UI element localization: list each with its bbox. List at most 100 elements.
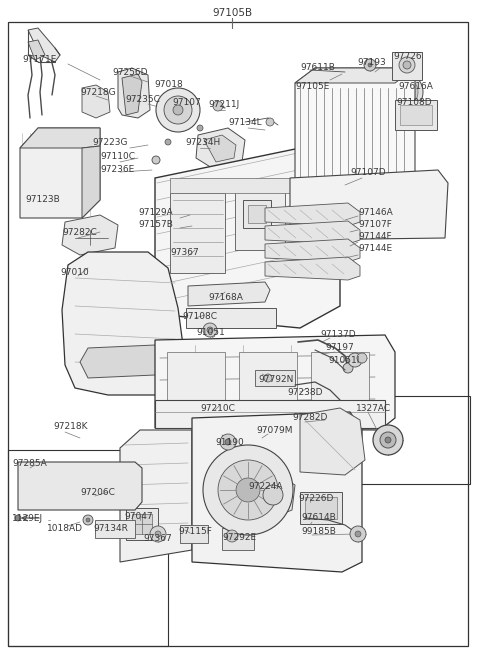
- Ellipse shape: [64, 480, 86, 495]
- Text: 97144F: 97144F: [358, 232, 392, 241]
- Text: 97123B: 97123B: [25, 195, 60, 204]
- Polygon shape: [290, 170, 448, 240]
- Circle shape: [207, 327, 213, 333]
- Polygon shape: [252, 475, 295, 518]
- Text: 97792N: 97792N: [258, 375, 293, 384]
- Bar: [305, 497, 337, 519]
- Text: 97134L: 97134L: [228, 118, 262, 127]
- Text: 97010: 97010: [60, 268, 89, 277]
- Text: 97282C: 97282C: [62, 228, 97, 237]
- Bar: [300, 492, 342, 524]
- Ellipse shape: [58, 476, 93, 501]
- Bar: [344, 396, 470, 484]
- Text: 97105B: 97105B: [212, 8, 252, 18]
- Polygon shape: [28, 40, 45, 60]
- Text: 97107D: 97107D: [350, 168, 385, 177]
- Bar: [400, 105, 432, 125]
- Bar: [155, 400, 385, 428]
- Bar: [243, 200, 271, 228]
- Text: 97110C: 97110C: [100, 152, 135, 161]
- Bar: [186, 308, 276, 328]
- Text: 97137D: 97137D: [320, 330, 356, 339]
- Circle shape: [380, 432, 396, 448]
- Bar: [395, 100, 437, 130]
- Circle shape: [86, 518, 90, 522]
- Circle shape: [152, 156, 160, 164]
- Polygon shape: [155, 148, 340, 328]
- Polygon shape: [300, 408, 365, 475]
- Bar: [248, 205, 266, 223]
- Text: 97107F: 97107F: [358, 220, 392, 229]
- Polygon shape: [120, 430, 192, 562]
- Text: 97238D: 97238D: [287, 388, 323, 397]
- Text: 1327AC: 1327AC: [356, 404, 391, 413]
- Circle shape: [403, 61, 411, 69]
- Text: 97218K: 97218K: [53, 422, 87, 431]
- Bar: [239, 352, 297, 414]
- Text: 91051Ⅰ: 91051Ⅰ: [328, 356, 360, 365]
- Bar: [222, 528, 254, 550]
- Circle shape: [368, 63, 372, 67]
- Circle shape: [355, 531, 361, 537]
- Text: 91190: 91190: [215, 438, 244, 447]
- Bar: [95, 520, 135, 538]
- Text: 97197: 97197: [325, 343, 354, 352]
- Text: 97129A: 97129A: [138, 208, 173, 217]
- Circle shape: [263, 485, 283, 505]
- Text: 97146A: 97146A: [358, 208, 393, 217]
- Text: 97108D: 97108D: [396, 98, 432, 107]
- Polygon shape: [82, 85, 110, 118]
- Text: 97726: 97726: [393, 52, 421, 61]
- Text: 97367: 97367: [170, 248, 199, 257]
- Polygon shape: [62, 215, 118, 255]
- Text: 97107: 97107: [172, 98, 201, 107]
- Ellipse shape: [401, 77, 423, 107]
- Text: 97079M: 97079M: [256, 426, 292, 435]
- Polygon shape: [122, 74, 142, 115]
- Polygon shape: [265, 239, 360, 262]
- Circle shape: [399, 57, 415, 73]
- Circle shape: [165, 139, 171, 145]
- Circle shape: [373, 425, 403, 455]
- Text: 97157B: 97157B: [138, 220, 173, 229]
- Text: 97193: 97193: [357, 58, 386, 67]
- Circle shape: [218, 460, 278, 520]
- Text: 97256D: 97256D: [112, 68, 147, 77]
- Circle shape: [164, 96, 192, 124]
- Text: 97235C: 97235C: [125, 95, 160, 104]
- Circle shape: [213, 101, 223, 111]
- Ellipse shape: [406, 82, 418, 102]
- Polygon shape: [196, 128, 245, 168]
- Text: 97234H: 97234H: [185, 138, 220, 147]
- Ellipse shape: [254, 421, 282, 443]
- Polygon shape: [118, 68, 150, 118]
- Circle shape: [350, 526, 366, 542]
- Circle shape: [173, 105, 183, 115]
- Text: 97292E: 97292E: [222, 533, 256, 542]
- Text: 97047: 97047: [124, 512, 153, 521]
- Bar: [126, 508, 158, 540]
- Circle shape: [197, 125, 203, 131]
- Bar: [8, 450, 168, 646]
- Text: 97018: 97018: [154, 80, 183, 89]
- Text: 97614B: 97614B: [301, 513, 336, 522]
- Text: 97108C: 97108C: [182, 312, 217, 321]
- Polygon shape: [80, 345, 162, 378]
- Circle shape: [226, 530, 238, 542]
- Polygon shape: [28, 28, 60, 62]
- Polygon shape: [188, 282, 270, 306]
- Bar: [255, 370, 295, 386]
- Circle shape: [203, 323, 217, 337]
- Text: 97282D: 97282D: [292, 413, 327, 422]
- Polygon shape: [155, 335, 395, 430]
- Text: 97171E: 97171E: [22, 55, 56, 64]
- Circle shape: [203, 445, 293, 535]
- Text: 97115F: 97115F: [178, 527, 212, 536]
- Bar: [180, 525, 208, 543]
- Circle shape: [155, 531, 161, 537]
- Text: 97134R: 97134R: [93, 524, 128, 533]
- Polygon shape: [295, 68, 415, 191]
- Text: 97285A: 97285A: [12, 459, 47, 468]
- Circle shape: [150, 526, 166, 542]
- Text: 1018AD: 1018AD: [47, 524, 83, 533]
